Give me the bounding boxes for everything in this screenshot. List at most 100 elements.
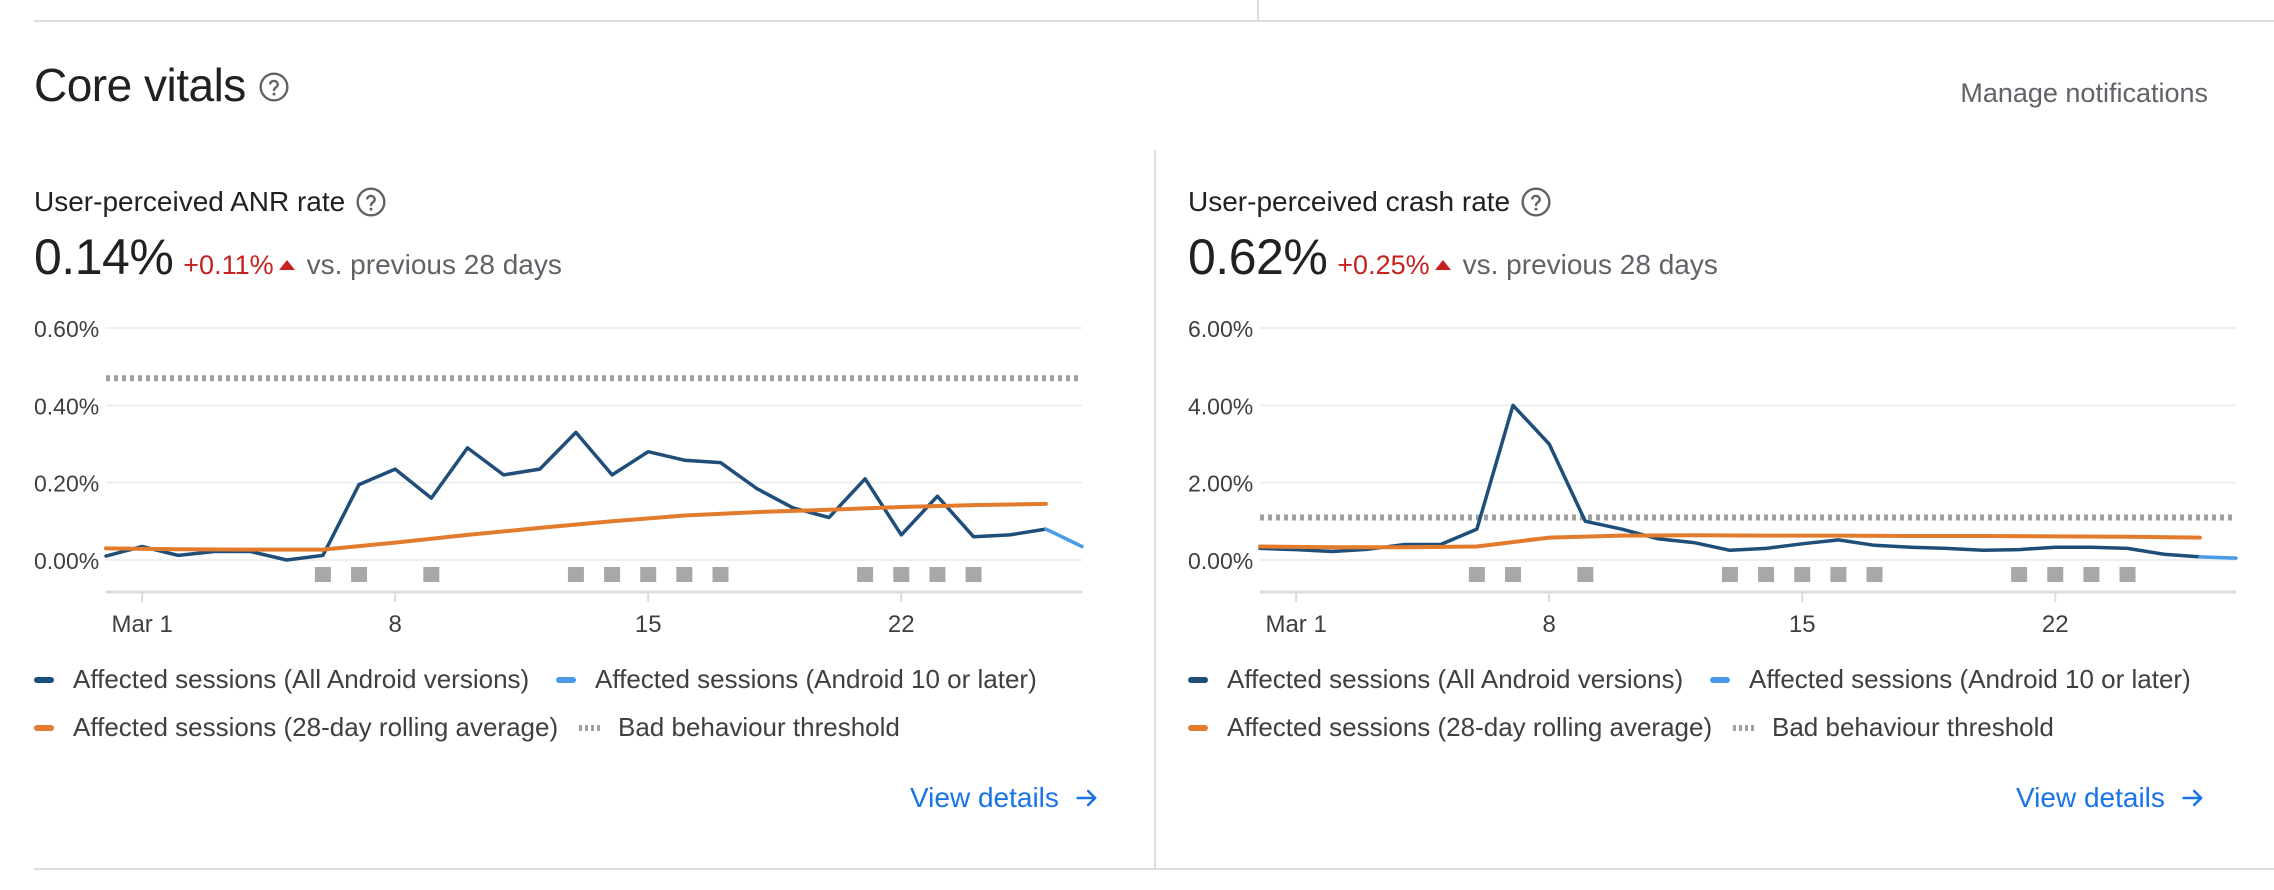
top-divider [34,20,2274,22]
event-marker [2011,567,2028,582]
crash-chart: 6.00% 4.00% 2.00% 0.00% Mar 1 8 15 22 [1188,316,2238,638]
event-marker [1758,567,1775,582]
x-tick-label: 15 [1789,611,1816,638]
anr-panel: User-perceived ANR rate 0.14% +0.11% vs.… [0,0,1120,890]
legend-item-all[interactable]: Affected sessions (All Android versions) [1188,664,1683,695]
crash-panel: User-perceived crash rate 0.62% +0.25% v… [1154,0,2274,890]
series-line-rolling [1258,533,2202,550]
event-marker [857,567,874,582]
crash-legend: Affected sessions (All Android versions)… [1188,664,2274,754]
crash-metric-row: 0.62% +0.25% vs. previous 28 days [1188,228,1718,286]
event-marker [2047,567,2064,582]
event-marker [893,567,910,582]
y-tick-label: 0.40% [34,393,99,419]
view-details-link[interactable]: View details [2016,782,2207,814]
metric-title-label: User-perceived ANR rate [34,186,346,217]
legend-item-threshold[interactable]: Bad behaviour threshold [579,712,900,743]
arrow-up-icon [1434,260,1451,270]
help-icon[interactable] [1520,186,1552,218]
anr-legend: Affected sessions (All Android versions)… [34,664,1134,754]
event-marker [676,567,693,582]
arrow-up-icon [278,260,295,270]
legend-item-rolling[interactable]: Affected sessions (28-day rolling averag… [1188,712,1712,743]
legend-item-all[interactable]: Affected sessions (All Android versions) [34,664,529,695]
legend-label: Bad behaviour threshold [618,712,900,742]
y-tick-label: 0.20% [34,471,99,497]
legend-swatch-android10 [556,676,576,683]
legend-swatch-rolling [1188,724,1208,731]
series-line-android10 [2198,555,2238,560]
event-marker [604,567,621,582]
event-marker [1468,567,1485,582]
series-line-all [1258,403,2202,559]
legend-label: Affected sessions (28-day rolling averag… [1227,712,1713,742]
legend-swatch-threshold [1733,724,1755,731]
help-icon[interactable] [355,186,387,218]
legend-swatch-rolling [34,724,54,731]
event-marker [1721,567,1738,582]
metric-title-label: User-perceived crash rate [1188,186,1511,217]
crash-metric-title: User-perceived crash rate [1188,186,1552,218]
legend-label: Affected sessions (All Android versions) [1227,664,1684,694]
arrow-right-icon [1076,789,1097,807]
legend-item-threshold[interactable]: Bad behaviour threshold [1733,712,2054,743]
metric-compare: vs. previous 28 days [306,249,562,280]
event-marker [423,567,440,582]
event-marker [1794,567,1811,582]
legend-item-rolling[interactable]: Affected sessions (28-day rolling averag… [34,712,558,743]
event-marker [712,567,729,582]
x-tick-label: Mar 1 [111,611,172,638]
y-tick-label: 6.00% [1188,316,1253,342]
metric-compare: vs. previous 28 days [1462,249,1718,280]
legend-label: Affected sessions (All Android versions) [73,664,530,694]
series-line-android10 [1044,527,1084,549]
metric-delta: +0.25% [1337,250,1451,281]
event-marker [2083,567,2100,582]
legend-label: Affected sessions (Android 10 or later) [1749,664,2191,694]
event-marker [314,567,331,582]
event-marker [567,567,584,582]
series-line-all [104,430,1048,562]
y-tick-label: 0.60% [34,316,99,342]
event-marker [1866,567,1883,582]
help-icon[interactable] [258,71,290,103]
event-marker [965,567,982,582]
event-marker [640,567,657,582]
view-details-label: View details [2016,782,2165,813]
x-tick-label: 22 [888,611,915,638]
legend-swatch-android10 [1710,676,1730,683]
anr-metric-row: 0.14% +0.11% vs. previous 28 days [34,228,562,286]
y-tick-label: 4.00% [1188,393,1253,419]
view-details-label: View details [910,782,1059,813]
legend-item-android10[interactable]: Affected sessions (Android 10 or later) [1710,664,2191,695]
event-marker [351,567,368,582]
legend-swatch-all [34,676,54,683]
legend-swatch-threshold [579,724,601,731]
arrow-right-icon [2182,789,2203,807]
manage-notifications-link[interactable]: Manage notifications [1960,78,2208,108]
y-tick-label: 2.00% [1188,471,1253,497]
anr-chart: 0.60% 0.40% 0.20% 0.00% Mar 1 8 15 22 [34,316,1084,638]
y-tick-label: 0.00% [1188,548,1253,574]
section-header: Core vitals [34,58,290,112]
metric-delta-value: +0.11% [183,250,274,280]
y-tick-label: 0.00% [34,548,99,574]
legend-label: Bad behaviour threshold [1772,712,2054,742]
view-details-link[interactable]: View details [910,782,1101,814]
x-tick-label: 15 [635,611,662,638]
bottom-divider [34,868,2274,870]
event-marker [1830,567,1847,582]
event-marker [1505,567,1522,582]
metric-delta-value: +0.25% [1337,250,1430,280]
top-divider-tick [1257,0,1259,20]
metric-delta: +0.11% [183,250,295,281]
x-tick-label: 22 [2042,611,2069,638]
event-marker [2119,567,2136,582]
x-tick-label: Mar 1 [1265,611,1326,638]
x-tick-label: 8 [1543,611,1556,638]
legend-swatch-all [1188,676,1208,683]
legend-item-android10[interactable]: Affected sessions (Android 10 or later) [556,664,1037,695]
anr-metric-title: User-perceived ANR rate [34,186,387,218]
series-line-rolling [104,501,1048,552]
event-marker [929,567,946,582]
